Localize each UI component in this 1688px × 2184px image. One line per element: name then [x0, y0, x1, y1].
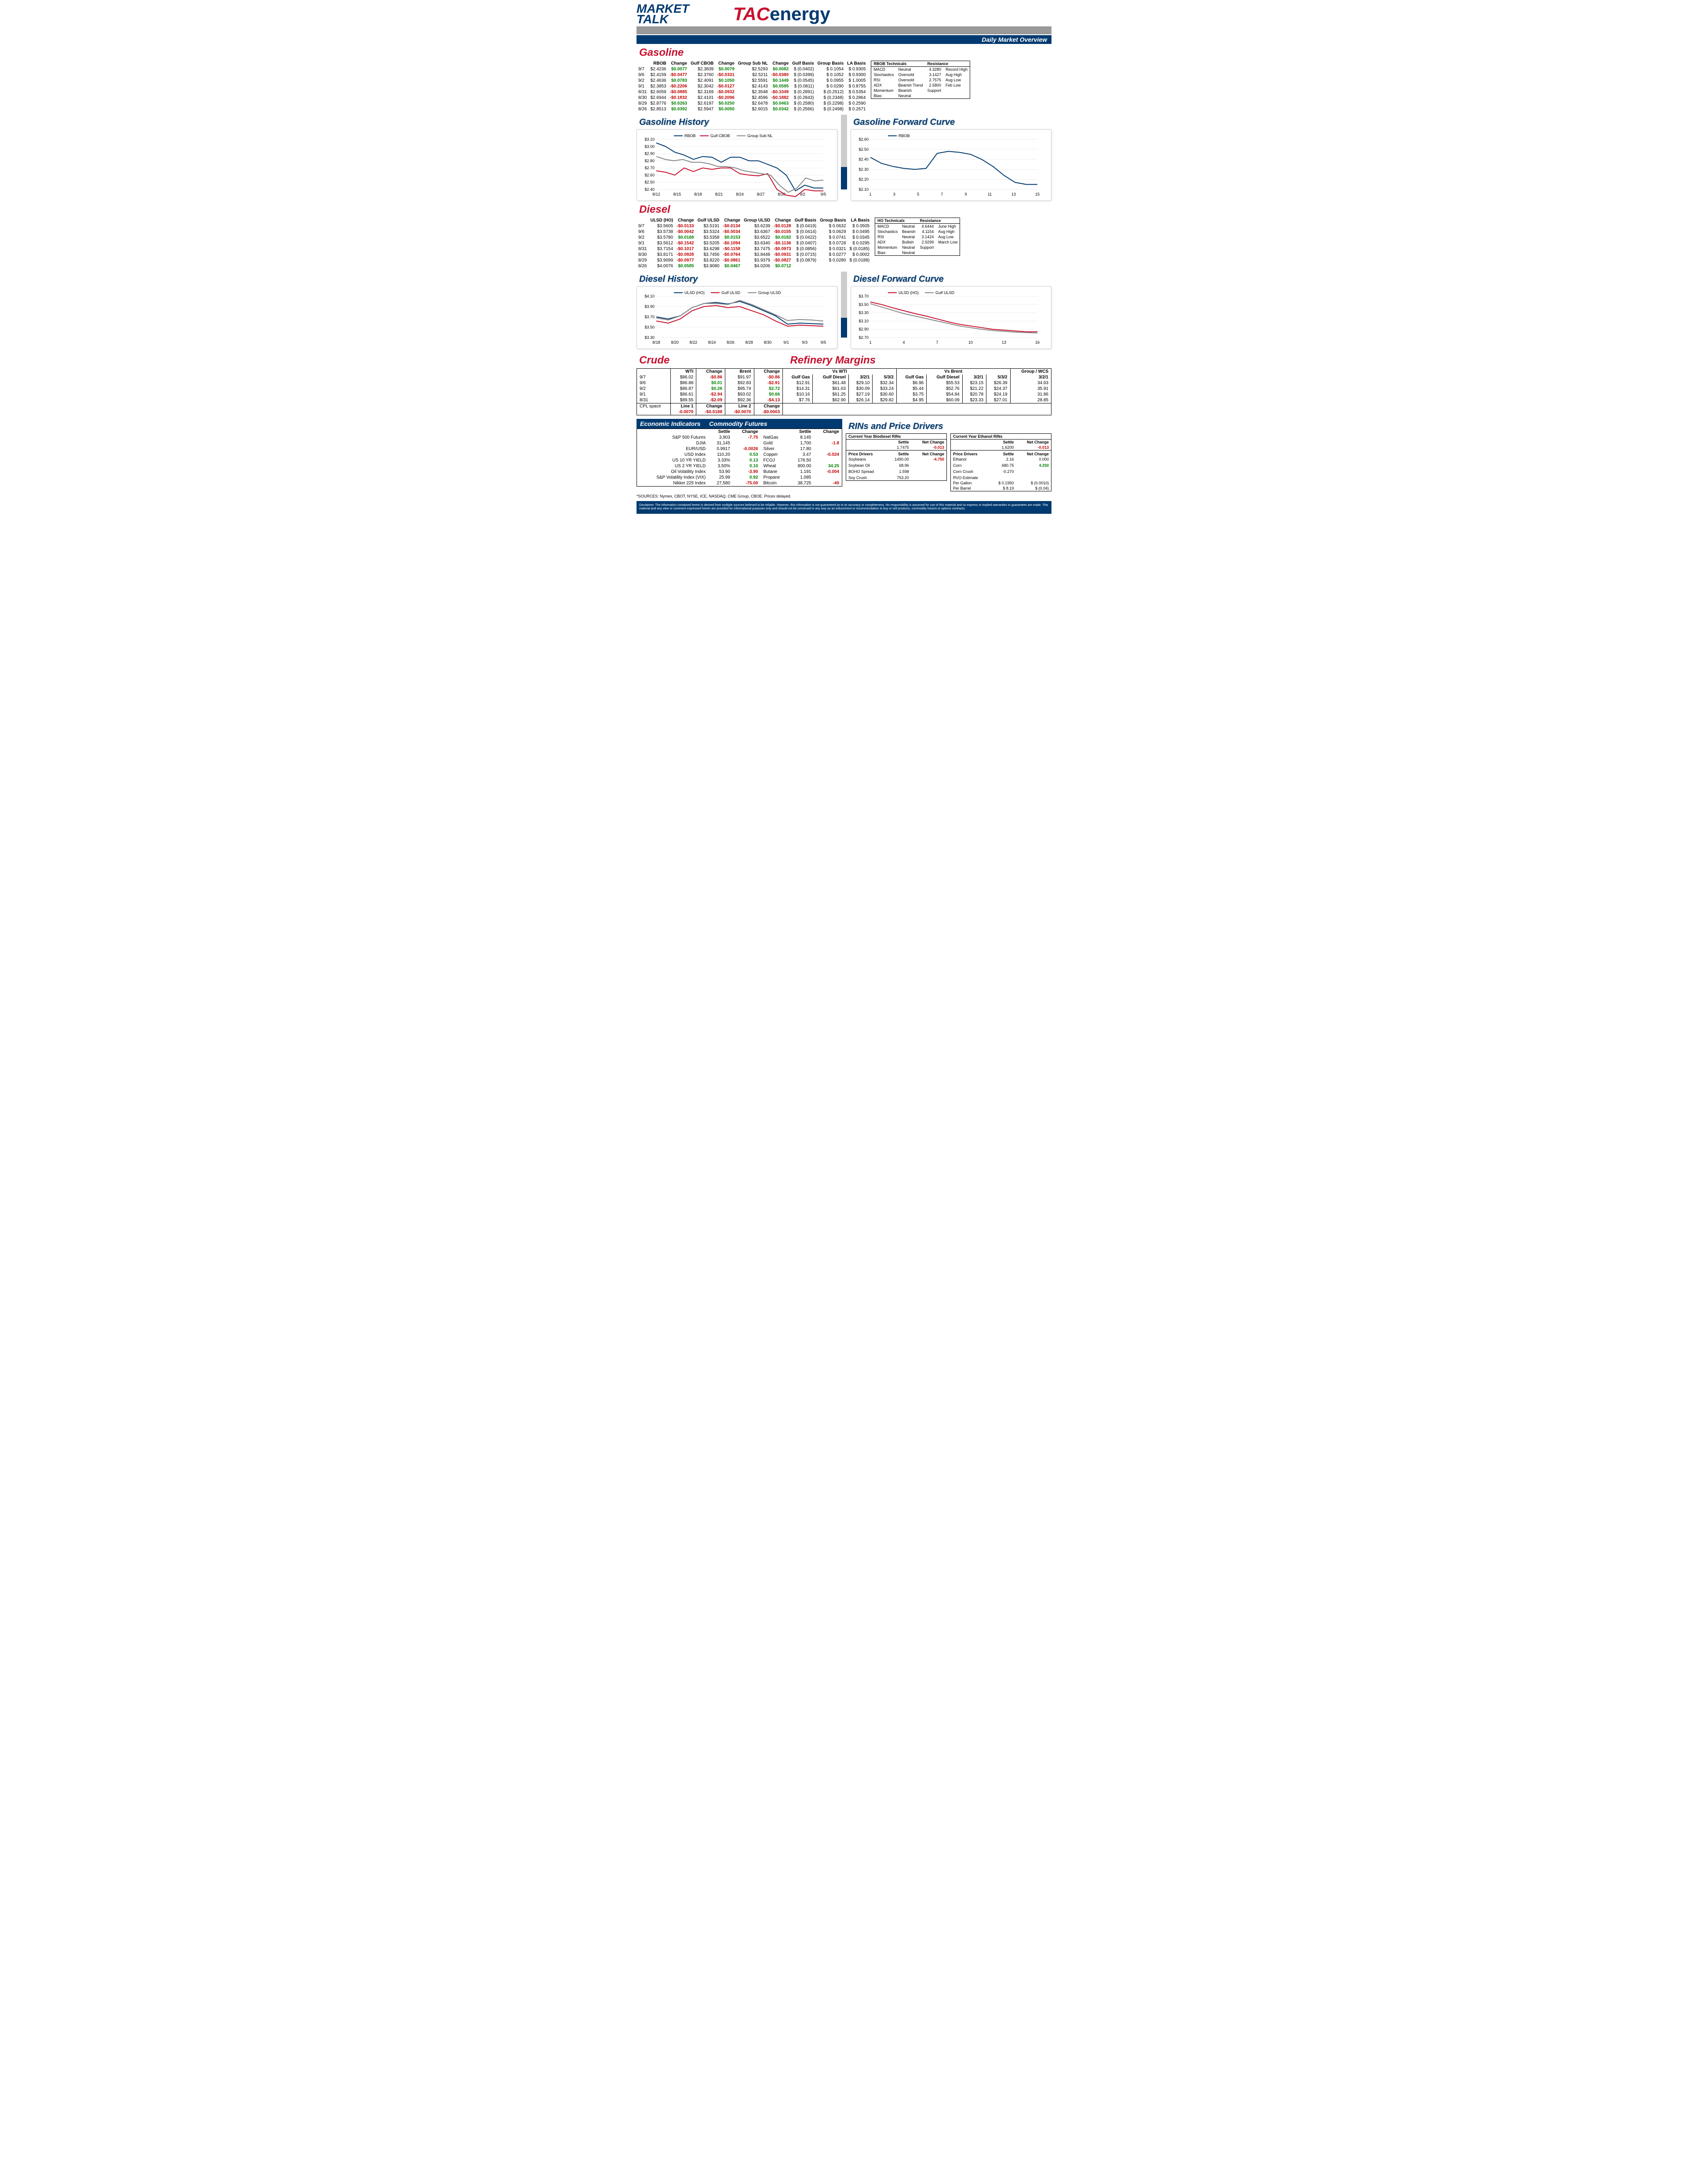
svg-text:8/28: 8/28 [745, 340, 753, 345]
rins-bio: Current Year Biodiesel RINsSettleNet Cha… [846, 433, 947, 481]
econ-table: SettleChangeSettleChangeS&P 500 Futures3… [637, 429, 842, 487]
disclaimer: Disclaimer: The information contained he… [637, 501, 1051, 514]
market-talk-logo: MARKETTALK [637, 4, 689, 25]
svg-text:$3.50: $3.50 [859, 302, 869, 307]
svg-text:$2.50: $2.50 [859, 147, 869, 152]
crude-margins-table: WTIChangeBrentChangeVs WTIVs BrentGroup … [637, 368, 1051, 415]
svg-text:7: 7 [941, 192, 943, 196]
svg-text:$2.40: $2.40 [859, 157, 869, 162]
svg-text:8/21: 8/21 [715, 192, 723, 196]
svg-text:$2.60: $2.60 [859, 137, 869, 142]
econ-header: Economic Indicators Commodity Futures [637, 419, 842, 429]
gas-forward-title: Gasoline Forward Curve [853, 117, 1051, 127]
margins-title: Refinery Margins [790, 354, 876, 367]
diesel-history-chart: ULSD (HO) Gulf ULSD Group ULSD $3.30 $3.50 $3… [637, 286, 837, 349]
gas-history-title: Gasoline History [639, 117, 837, 127]
gasoline-title: Gasoline [639, 47, 1051, 59]
svg-text:9/5: 9/5 [821, 192, 826, 196]
svg-text:15: 15 [1035, 192, 1040, 196]
svg-text:8/12: 8/12 [652, 192, 660, 196]
svg-text:RBOB: RBOB [899, 134, 910, 138]
svg-text:8/27: 8/27 [757, 192, 765, 196]
svg-text:$2.70: $2.70 [859, 335, 869, 340]
svg-text:Gulf ULSD: Gulf ULSD [935, 291, 955, 295]
crude-title: Crude [639, 354, 669, 367]
diesel-history-title: Diesel History [639, 274, 837, 284]
sources: *SOURCES: Nymex, CBOT, NYSE, ICE, NASDAQ… [637, 494, 1051, 498]
svg-text:8/18: 8/18 [652, 340, 660, 345]
gas-history-chart: RBOB Gulf CBOB Group Sub NL $2.40 $2.50 $2.60… [637, 129, 837, 201]
rins-eth: Current Year Ethanol RINsSettleNet Chang… [950, 433, 1051, 491]
svg-text:8/24: 8/24 [708, 340, 716, 345]
svg-text:$3.30: $3.30 [859, 311, 869, 315]
svg-text:$2.90: $2.90 [644, 152, 655, 156]
svg-text:$3.50: $3.50 [644, 325, 655, 330]
svg-text:13: 13 [1002, 340, 1006, 345]
svg-text:4: 4 [902, 340, 905, 345]
svg-text:8/22: 8/22 [690, 340, 698, 345]
svg-text:Group Sub NL: Group Sub NL [747, 134, 773, 138]
svg-text:9: 9 [965, 192, 967, 196]
svg-text:1: 1 [869, 192, 871, 196]
svg-text:$3.10: $3.10 [859, 319, 869, 323]
diesel-forward-chart: ULSD (HO) Gulf ULSD $2.70 $2.90 $3.10 $3.30 $3… [851, 286, 1051, 349]
svg-text:$2.70: $2.70 [644, 166, 655, 170]
rbob-technicals: RBOB TechnicalsResistanceMACDNeutral4.32… [871, 61, 970, 99]
svg-text:7: 7 [936, 340, 938, 345]
svg-text:RBOB: RBOB [684, 134, 696, 138]
svg-text:$3.90: $3.90 [644, 305, 655, 309]
svg-text:$2.80: $2.80 [644, 159, 655, 163]
gasoline-table: RBOBChangeGulf CBOBChangeGroup Sub NLCha… [637, 61, 867, 112]
svg-text:13: 13 [1011, 192, 1016, 196]
overview-bar: Daily Market Overview [637, 35, 1051, 44]
svg-text:$3.70: $3.70 [859, 294, 869, 298]
svg-text:$2.60: $2.60 [644, 173, 655, 177]
svg-text:5: 5 [917, 192, 919, 196]
header: MARKETTALK TACenergy [637, 4, 1051, 25]
svg-text:11: 11 [988, 192, 992, 196]
svg-text:3: 3 [893, 192, 895, 196]
svg-text:$2.50: $2.50 [644, 180, 655, 185]
svg-text:$4.10: $4.10 [644, 294, 655, 298]
diesel-title: Diesel [639, 204, 1051, 216]
svg-text:8/26: 8/26 [727, 340, 735, 345]
divider [637, 26, 1051, 34]
svg-text:$2.90: $2.90 [859, 327, 869, 331]
svg-text:16: 16 [1035, 340, 1040, 345]
divider [841, 115, 847, 189]
gas-forward-chart: RBOB$2.10$2.20$2.30$2.40$2.50$2.60135791… [851, 129, 1051, 201]
svg-text:$3.70: $3.70 [644, 315, 655, 319]
svg-text:Group ULSD: Group ULSD [758, 291, 781, 295]
svg-text:$3.30: $3.30 [644, 335, 655, 340]
ho-technicals: HO TechnicalsResistanceMACDNeutral4.6444… [875, 218, 960, 256]
svg-text:Gulf CBOB: Gulf CBOB [710, 134, 730, 138]
svg-text:$3.10: $3.10 [644, 137, 655, 142]
svg-text:9/1: 9/1 [783, 340, 789, 345]
svg-text:$2.40: $2.40 [644, 187, 655, 192]
diesel-table: ULSD (HO)ChangeGulf ULSDChangeGroup ULSD… [637, 218, 871, 269]
svg-text:8/24: 8/24 [736, 192, 744, 196]
svg-text:ULSD (HO): ULSD (HO) [684, 291, 705, 295]
svg-text:$2.20: $2.20 [859, 177, 869, 182]
svg-text:8/18: 8/18 [694, 192, 702, 196]
svg-text:9/5: 9/5 [821, 340, 826, 345]
svg-text:8/15: 8/15 [673, 192, 681, 196]
svg-text:$2.10: $2.10 [859, 187, 869, 192]
divider [841, 272, 847, 338]
tac-logo: TACenergy [733, 4, 830, 25]
svg-text:1: 1 [869, 340, 871, 345]
svg-text:8/30: 8/30 [764, 340, 772, 345]
svg-text:$3.00: $3.00 [644, 144, 655, 149]
rins-title: RINs and Price Drivers [848, 422, 1051, 432]
svg-text:10: 10 [968, 340, 973, 345]
svg-text:$2.30: $2.30 [859, 167, 869, 171]
svg-text:ULSD (HO): ULSD (HO) [899, 291, 919, 295]
svg-text:9/3: 9/3 [802, 340, 808, 345]
svg-text:8/20: 8/20 [671, 340, 679, 345]
svg-text:Gulf ULSD: Gulf ULSD [721, 291, 741, 295]
diesel-forward-title: Diesel Forward Curve [853, 274, 1051, 284]
